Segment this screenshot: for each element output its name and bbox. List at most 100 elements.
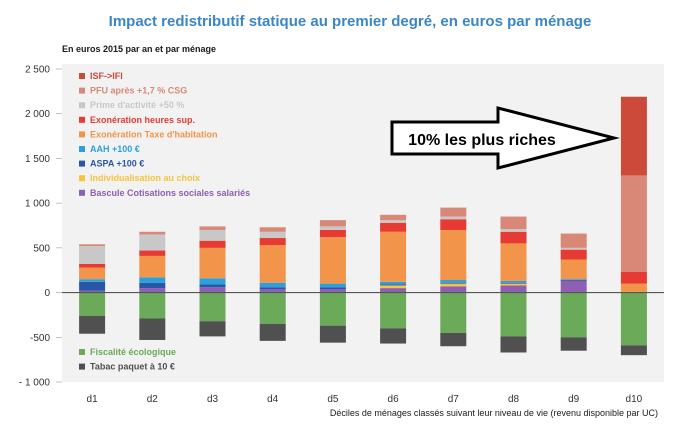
bar-segment-fiscalite-ecologique-d8 <box>500 292 527 337</box>
legend-label-pfu-apres-1-7-csg: PFU après +1,7 % CSG <box>90 86 187 96</box>
legend-swatch-fiscalite-ecologique <box>79 349 85 355</box>
legend-label-tabac-paquet-a-10: Tabac paquet à 10 € <box>90 362 175 372</box>
bar-segment-exoneration-heures-sup-d4 <box>259 238 286 246</box>
bar-segment-tabac-paquet-a-10-d4 <box>259 323 286 341</box>
bar-segment-pfu-apres-1-7-csg-d4 <box>259 227 286 232</box>
legend-swatch-aspa-100 <box>79 160 85 167</box>
bar-segment-aah-100-d3 <box>199 278 226 285</box>
bar-segment-exoneration-taxe-d-habitation-d6 <box>380 231 407 282</box>
callout-text: 10% les plus riches <box>408 132 556 149</box>
bar-segment-aah-100-d4 <box>259 282 286 288</box>
bar-segment-pfu-apres-1-7-csg-d5 <box>319 220 346 227</box>
bar-segment-aah-100-d8 <box>500 280 527 283</box>
bar-segment-exoneration-taxe-d-habitation-d4 <box>259 245 286 283</box>
bar-segment-aah-100-d7 <box>440 280 467 283</box>
legend-label-aspa-100: ASPA +100 € <box>90 159 144 169</box>
bar-segment-exoneration-taxe-d-habitation-d5 <box>319 237 346 284</box>
bar-segment-pfu-apres-1-7-csg-d6 <box>380 214 407 221</box>
y-tick-label: 2 000 <box>25 109 50 120</box>
x-tick-label-d5: d5 <box>327 394 339 405</box>
bar-segment-fiscalite-ecologique-d9 <box>560 292 587 338</box>
bar-segment-aspa-100-d6 <box>380 284 407 286</box>
bar-segment-aspa-100-d3 <box>199 284 226 288</box>
x-tick-label-d2: d2 <box>147 394 159 405</box>
bar-segment-exoneration-heures-sup-d1 <box>79 263 106 268</box>
bar-segment-fiscalite-ecologique-d6 <box>380 292 407 329</box>
y-tick-label: - 1 000 <box>19 378 51 389</box>
bar-segment-exoneration-heures-sup-d10 <box>620 272 647 284</box>
x-tick-label-d8: d8 <box>508 394 520 405</box>
bar-segment-aspa-100-d8 <box>500 282 527 284</box>
bar-segment-aah-100-d5 <box>319 283 346 288</box>
bar-segment-bascule-cotisations-sociales-salaries-d5 <box>319 288 346 293</box>
legend-label-individualisation-au-choix: Individualisation au choix <box>90 173 200 183</box>
bar-segment-bascule-cotisations-sociales-salaries-d1 <box>79 290 106 293</box>
x-tick-label-d1: d1 <box>87 394 99 405</box>
bar-segment-exoneration-heures-sup-d7 <box>440 219 467 230</box>
bar-segment-fiscalite-ecologique-d10 <box>620 292 647 346</box>
bar-segment-aah-100-d9 <box>560 279 587 281</box>
bar-segment-aspa-100-d9 <box>560 280 587 281</box>
bar-segment-prime-d-activite-50-d5 <box>319 226 346 230</box>
x-tick-label-d10: d10 <box>626 394 643 405</box>
bar-segment-exoneration-taxe-d-habitation-d8 <box>500 243 527 281</box>
bar-segment-bascule-cotisations-sociales-salaries-d3 <box>199 287 226 293</box>
bar-segment-prime-d-activite-50-d9 <box>560 247 587 250</box>
legend-swatch-aah-100 <box>79 146 85 152</box>
y-tick-label: -500 <box>30 333 50 344</box>
bar-segment-pfu-apres-1-7-csg-d2 <box>139 231 166 235</box>
bar-segment-prime-d-activite-50-d1 <box>79 246 106 264</box>
legend-label-isf-ifi: ISF->IFI <box>90 71 123 81</box>
bar-segment-exoneration-taxe-d-habitation-d2 <box>139 255 166 278</box>
bar-segment-bascule-cotisations-sociales-salaries-d8 <box>500 285 527 293</box>
legend-label-bascule-cotisations-sociales-salaries: Bascule Cotisations sociales salariés <box>90 188 250 198</box>
bar-segment-bascule-cotisations-sociales-salaries-d4 <box>259 288 286 293</box>
bar-segment-fiscalite-ecologique-d3 <box>199 292 226 322</box>
bar-segment-prime-d-activite-50-d8 <box>500 229 527 232</box>
legend-swatch-bascule-cotisations-sociales-salaries <box>79 189 85 196</box>
bar-segment-exoneration-taxe-d-habitation-d10 <box>620 283 647 293</box>
bar-segment-aspa-100-d7 <box>440 282 467 284</box>
legend-top: ISF->IFI PFU après +1,7 % CSG Prime d'acti… <box>79 71 250 198</box>
x-tick-label-d9: d9 <box>568 394 580 405</box>
bar-segment-aspa-100-d5 <box>319 287 346 289</box>
bar-segment-fiscalite-ecologique-d4 <box>259 292 286 324</box>
x-axis: d1 d2 d3 d4 d5 d6 d7 d8 d9 d10 <box>87 394 643 405</box>
bar-segment-exoneration-heures-sup-d8 <box>500 231 527 244</box>
bar-segment-aah-100-d1 <box>79 279 106 282</box>
bar-segment-tabac-paquet-a-10-d6 <box>380 328 407 344</box>
legend-bottom: Fiscalité écologique Tabac paquet à 10 € <box>79 347 176 372</box>
bar-segment-bascule-cotisations-sociales-salaries-d7 <box>440 286 467 293</box>
bar-segment-pfu-apres-1-7-csg-d3 <box>199 226 226 230</box>
bar-segment-pfu-apres-1-7-csg-d10 <box>620 175 647 273</box>
bar-segment-exoneration-taxe-d-habitation-d3 <box>199 247 226 279</box>
legend-swatch-isf-ifi <box>79 73 85 79</box>
bar-segment-tabac-paquet-a-10-d8 <box>500 336 527 353</box>
bar-segment-exoneration-heures-sup-d2 <box>139 250 166 256</box>
bar-segment-exoneration-taxe-d-habitation-d1 <box>79 267 106 280</box>
bar-segment-prime-d-activite-50-d3 <box>199 229 226 241</box>
bar-segment-aspa-100-d4 <box>259 287 286 289</box>
bar-segment-individualisation-au-choix-d6 <box>380 285 407 289</box>
bar-segment-fiscalite-ecologique-d2 <box>139 292 166 319</box>
bar-segment-exoneration-heures-sup-d3 <box>199 240 226 248</box>
legend-swatch-exoneration-heures-sup <box>79 116 85 123</box>
legend-label-exoneration-taxe-d-habitation: Exonération Taxe d'habitation <box>90 129 218 139</box>
bar-segment-tabac-paquet-a-10-d1 <box>79 315 106 334</box>
y-tick-label: 1 000 <box>25 199 50 210</box>
bar-segment-individualisation-au-choix-d8 <box>500 283 527 286</box>
bar-segment-fiscalite-ecologique-d1 <box>79 292 106 316</box>
x-tick-label-d6: d6 <box>388 394 400 405</box>
y-tick-label: 0 <box>44 288 50 299</box>
y-tick-label: 1 500 <box>25 154 50 165</box>
legend-swatch-individualisation-au-choix <box>79 175 85 182</box>
bar-segment-aah-100-d6 <box>380 281 407 285</box>
bar-segment-aspa-100-d1 <box>79 281 106 291</box>
bar-segment-exoneration-taxe-d-habitation-d7 <box>440 229 467 281</box>
bar-segment-exoneration-heures-sup-d5 <box>319 229 346 238</box>
bar-segment-prime-d-activite-50-d7 <box>440 216 467 220</box>
legend-swatch-pfu-apres-1-7-csg <box>79 87 85 94</box>
callout-arrow-shape <box>390 106 620 170</box>
y-tick-label: 2 500 <box>25 65 50 76</box>
